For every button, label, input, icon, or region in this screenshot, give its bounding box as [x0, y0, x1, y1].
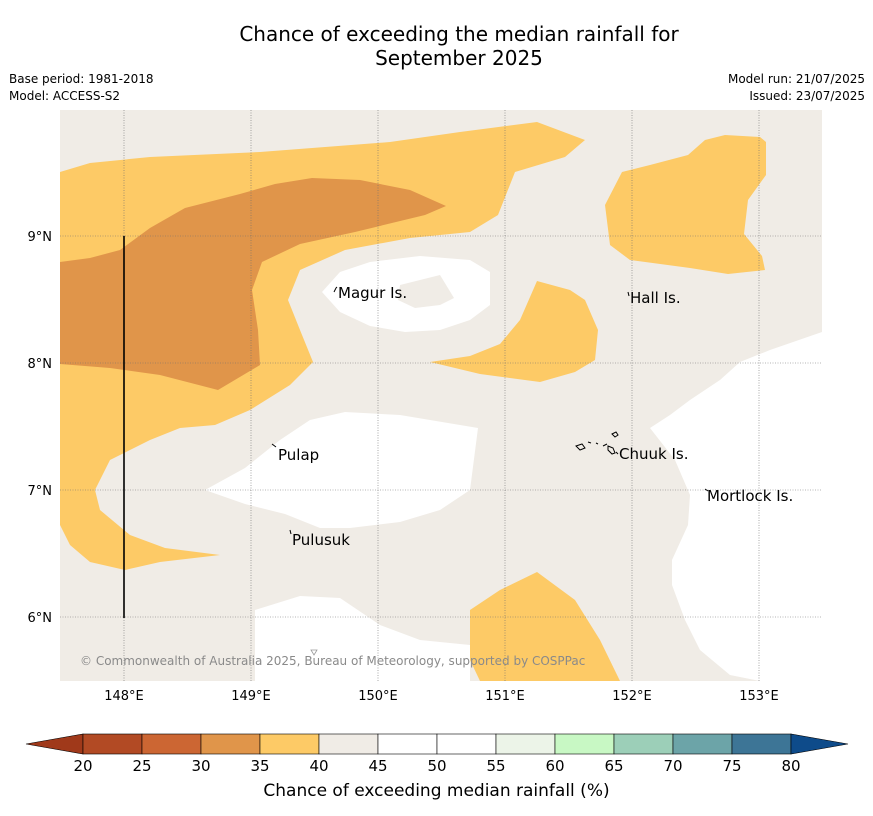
lat-tick-9n: 9°N — [28, 230, 53, 245]
region-45-55-central — [205, 412, 478, 528]
lon-tick-151: 151°E — [485, 689, 525, 704]
region-35-40-south — [470, 572, 620, 681]
place-hall: Hall Is. — [630, 289, 681, 307]
colorbar-tick-label: 80 — [781, 757, 800, 775]
region-35-40-central — [430, 281, 598, 382]
colorbar-bin — [318, 733, 379, 755]
meta-left: Base period: 1981-2018 Model: ACCESS-S2 — [9, 71, 154, 105]
colorbar-tick-label: 70 — [663, 757, 682, 775]
colorbar: 20 25 30 35 40 45 50 55 60 65 70 75 80 — [25, 733, 849, 775]
issued-date: Issued: 23/07/2025 — [749, 89, 865, 103]
lon-tick-153: 153°E — [739, 689, 779, 704]
colorbar-over-arrow — [790, 733, 849, 755]
colorbar-tick-label: 50 — [427, 757, 446, 775]
colorbar-bin — [82, 733, 143, 755]
colorbar-tick-label: 45 — [368, 757, 387, 775]
meta-right: Model run: 21/07/2025 Issued: 23/07/2025 — [728, 71, 865, 105]
colorbar-bin — [495, 733, 556, 755]
island-markers — [271, 286, 709, 535]
map-title: Chance of exceeding the median rainfall … — [0, 22, 873, 70]
place-pulusuk: Pulusuk — [292, 531, 350, 549]
lon-tick-150: 150°E — [358, 689, 398, 704]
lat-tick-8n: 8°N — [28, 357, 53, 372]
region-45-55-south — [255, 596, 470, 681]
lon-tick-148: 148°E — [104, 689, 144, 704]
lat-tick-7n: 7°N — [28, 484, 53, 499]
colorbar-bin — [613, 733, 674, 755]
lat-tick-6n: 6°N — [28, 611, 53, 626]
colorbar-bin — [672, 733, 733, 755]
region-30-35 — [60, 178, 446, 390]
place-magur: Magur Is. — [338, 284, 407, 302]
colorbar-bin — [554, 733, 615, 755]
map-area — [60, 110, 822, 681]
place-pulap: Pulap — [278, 446, 319, 464]
colorbar-tick-label: 30 — [191, 757, 210, 775]
colorbar-under-arrow — [25, 733, 84, 755]
place-chuuk: Chuuk Is. — [619, 445, 688, 463]
small-marker — [310, 649, 318, 656]
colorbar-bin — [377, 733, 438, 755]
copyright-text: © Commonwealth of Australia 2025, Bureau… — [80, 654, 585, 668]
lon-tick-152: 152°E — [612, 689, 652, 704]
colorbar-bin — [200, 733, 261, 755]
region-35-40-northeast — [605, 135, 766, 274]
colorbar-tick-label: 75 — [722, 757, 741, 775]
colorbar-tick-label: 25 — [132, 757, 151, 775]
colorbar-bin — [436, 733, 497, 755]
colorbar-bin — [731, 733, 792, 755]
colorbar-bin — [141, 733, 202, 755]
model-name: Model: ACCESS-S2 — [9, 89, 121, 103]
colorbar-tick-label: 20 — [73, 757, 92, 775]
base-period: Base period: 1981-2018 — [9, 72, 154, 86]
region-45-55-east — [650, 332, 822, 681]
colorbar-bin — [259, 733, 320, 755]
lon-tick-149: 149°E — [231, 689, 271, 704]
colorbar-title: Chance of exceeding median rainfall (%) — [263, 781, 610, 801]
model-run: Model run: 21/07/2025 — [727, 72, 865, 86]
colorbar-tick-label: 55 — [486, 757, 505, 775]
title-line-1: Chance of exceeding the median rainfall … — [239, 22, 679, 46]
title-line-2: September 2025 — [375, 46, 543, 70]
colorbar-tick-label: 40 — [309, 757, 328, 775]
colorbar-tick-label: 35 — [250, 757, 269, 775]
colorbar-tick-label: 60 — [545, 757, 564, 775]
colorbar-tick-label: 65 — [604, 757, 623, 775]
place-mortlock: Mortlock Is. — [707, 487, 793, 505]
region-40-45-inner — [398, 275, 454, 308]
